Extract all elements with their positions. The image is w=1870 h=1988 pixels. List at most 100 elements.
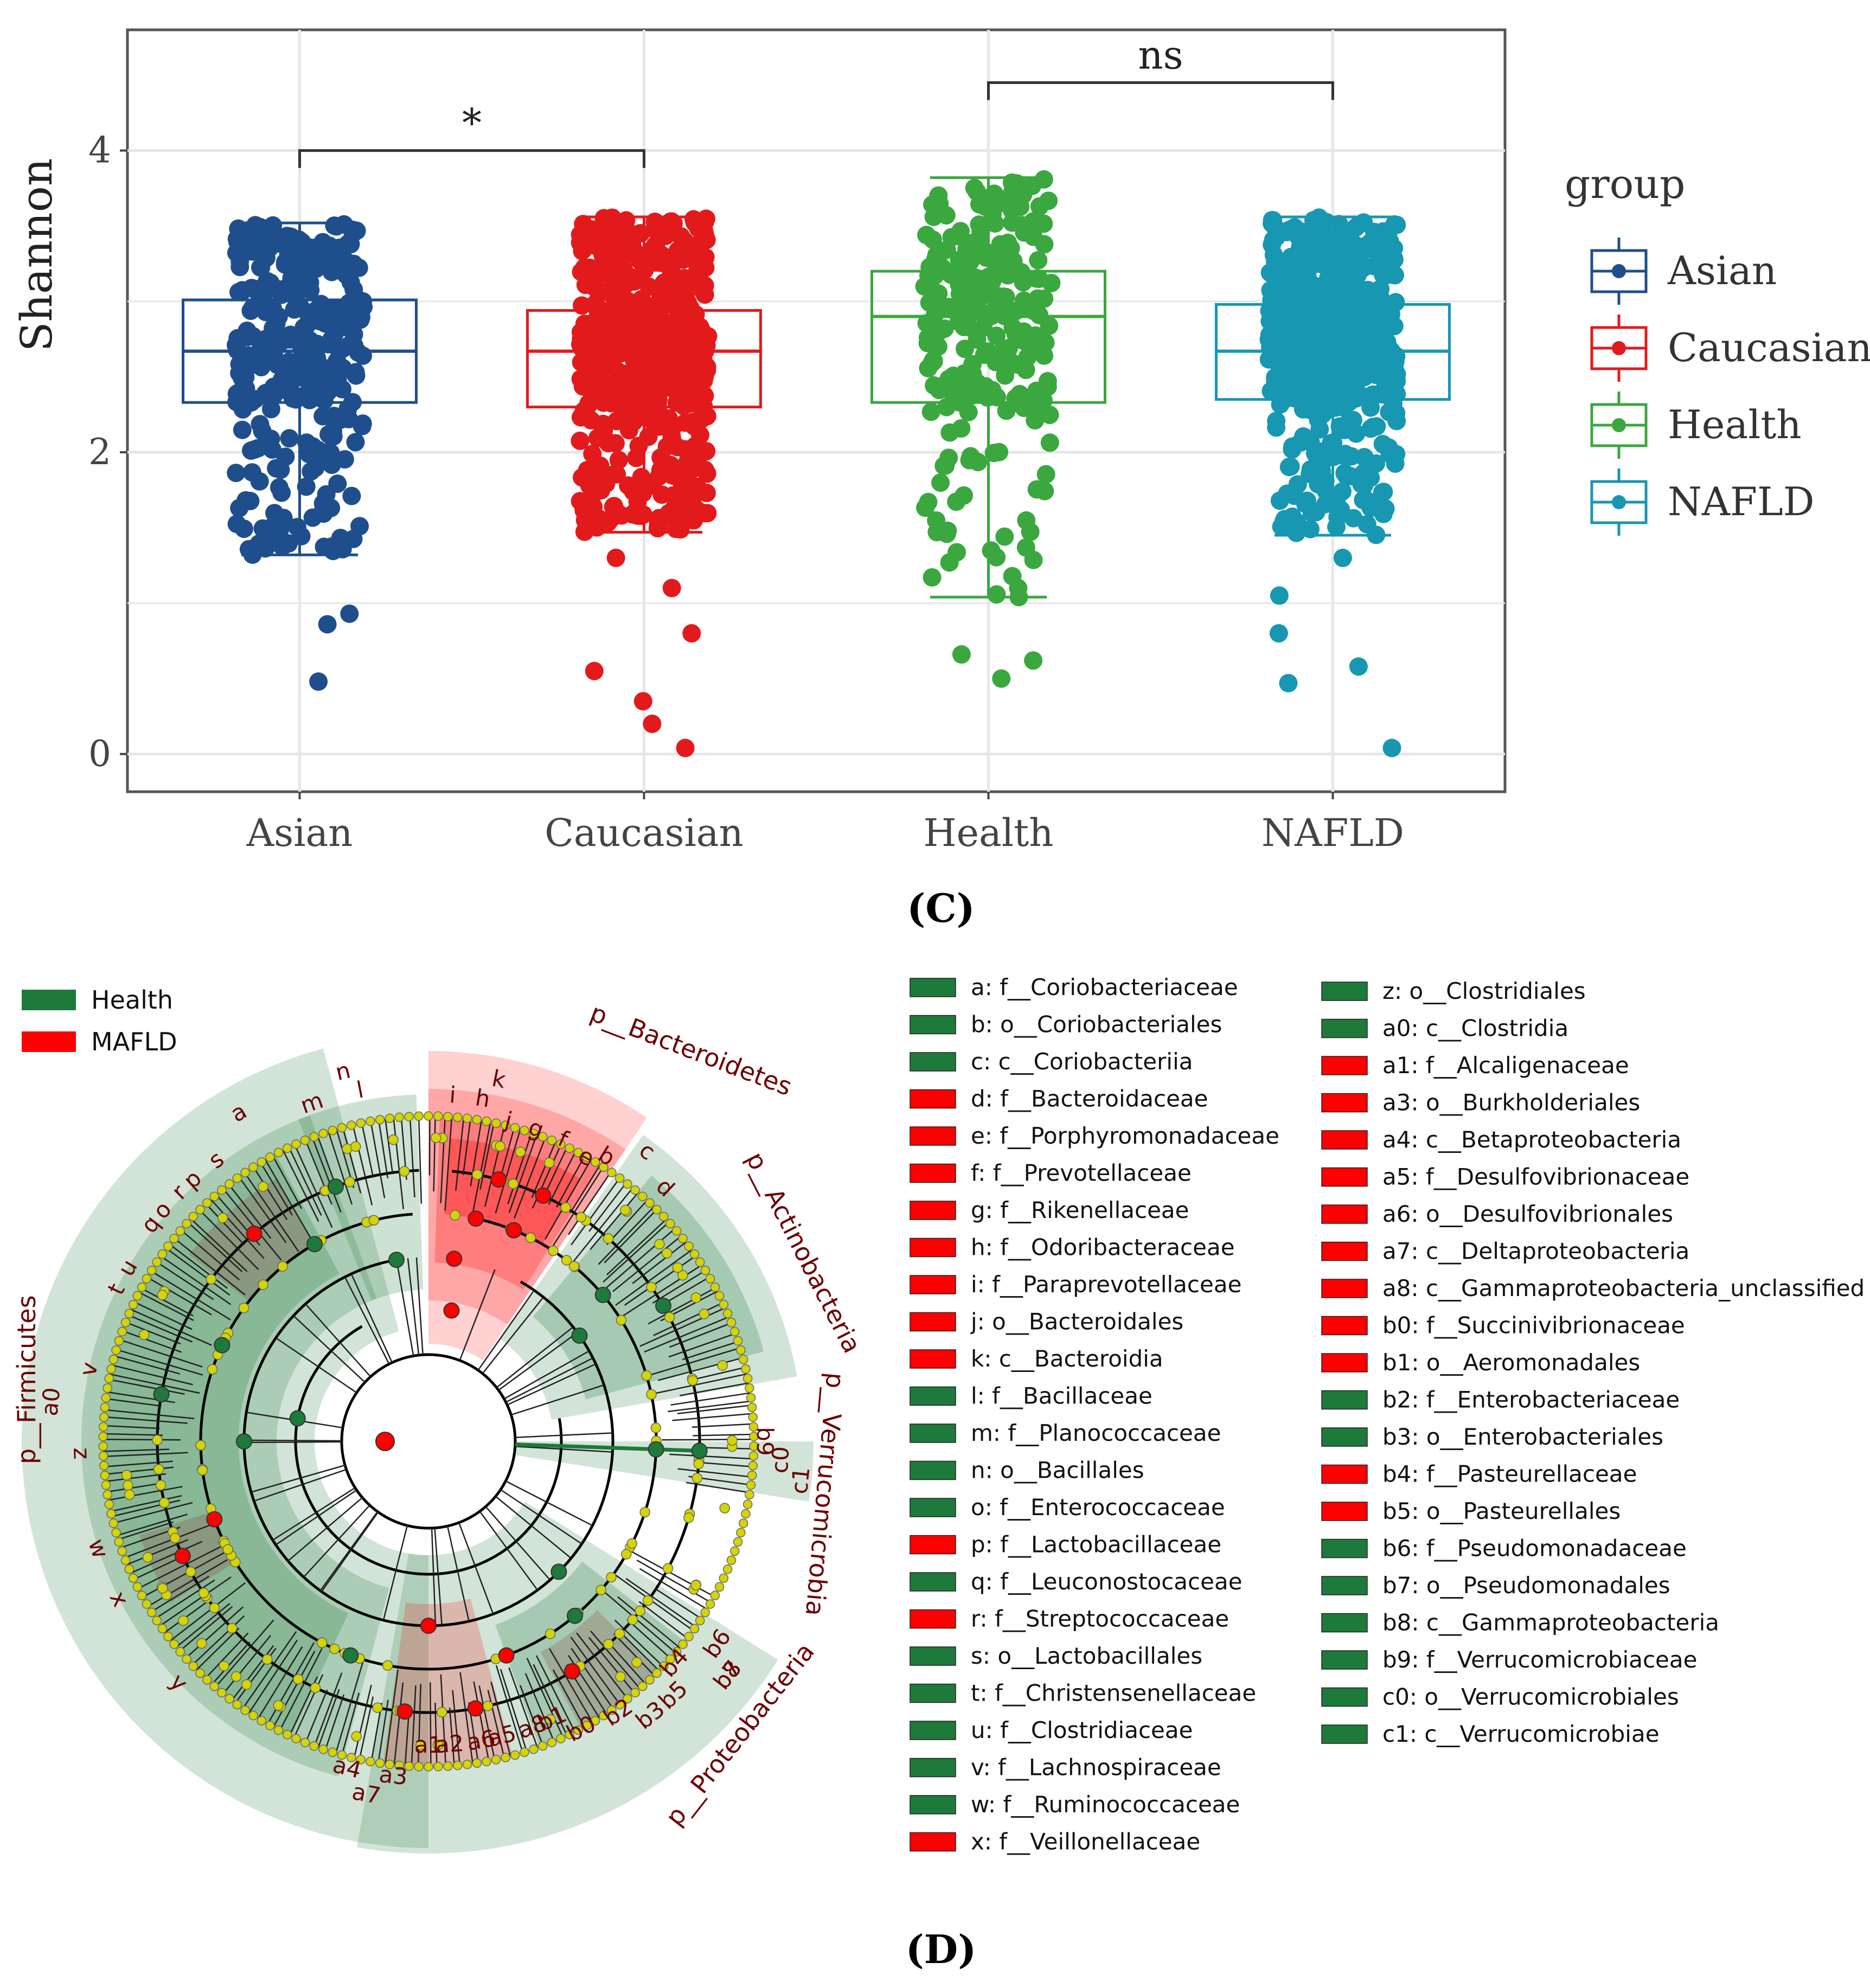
- data-point: [588, 355, 607, 374]
- significance-bracket: ns: [987, 32, 1334, 100]
- data-point: [658, 318, 677, 337]
- leaf-node: [746, 1480, 756, 1490]
- internal-node: [450, 1210, 460, 1221]
- data-point: [1297, 332, 1316, 351]
- jitter-points: [571, 208, 718, 758]
- feature-swatch: [910, 1683, 956, 1703]
- leaf-branch: [411, 1685, 417, 1767]
- health-node: [342, 1647, 359, 1664]
- leaf-branch: [520, 1685, 544, 1747]
- feature-row: g: f__Rikenellaceae: [910, 1197, 1189, 1223]
- leaf-branch: [377, 1700, 389, 1763]
- leaf-branch: [110, 1373, 200, 1394]
- data-point: [250, 342, 269, 361]
- leaf-branch: [176, 1603, 230, 1648]
- feature-row: b7: o__Pseudomonadales: [1321, 1572, 1670, 1599]
- internal-node: [293, 1673, 304, 1685]
- leaf-branch: [108, 1378, 185, 1395]
- data-point: [694, 282, 713, 301]
- leaf-node: [749, 1432, 759, 1441]
- feature-label: h: f__Odoribacteraceae: [971, 1234, 1235, 1261]
- legend-mafld-swatch: [22, 1031, 76, 1052]
- mafld-node: [446, 1250, 463, 1267]
- internal-node: [719, 1503, 731, 1514]
- leaf-branch: [170, 1582, 246, 1641]
- leaf-branch: [352, 1125, 373, 1205]
- data-point: [322, 314, 341, 333]
- leaf-node: [599, 1162, 609, 1172]
- feature-row: l: f__Bacillaceae: [910, 1383, 1152, 1409]
- data-point: [1029, 397, 1048, 416]
- feature-row: a4: c__Betaproteobacteria: [1321, 1126, 1681, 1153]
- feature-label: d: f__Bacteroidaceae: [971, 1086, 1208, 1112]
- leaf-branch: [222, 1634, 272, 1695]
- feature-label: s: o__Lactobacillales: [971, 1643, 1202, 1669]
- feature-label: q: f__Leuconostocaceae: [971, 1568, 1243, 1595]
- leaf-branch: [185, 1606, 244, 1659]
- data-point: [306, 458, 325, 477]
- outlier-point: [1349, 657, 1368, 676]
- leaf-branch: [134, 1301, 193, 1330]
- data-point: [619, 476, 638, 495]
- data-point: [958, 261, 977, 280]
- mafld-node: [206, 1511, 223, 1528]
- leaf-node: [248, 1710, 258, 1721]
- leaf-branch: [619, 1631, 660, 1671]
- data-point: [1264, 211, 1283, 230]
- feature-row: h: f__Odoribacteraceae: [910, 1234, 1235, 1261]
- data-point: [1354, 491, 1373, 509]
- data-point: [1023, 176, 1042, 195]
- feature-label: n: o__Bacillales: [971, 1457, 1144, 1484]
- leaf-node: [103, 1490, 112, 1500]
- inner-branch: [272, 1487, 356, 1541]
- leaf-branch: [260, 1162, 293, 1216]
- data-point: [678, 453, 697, 472]
- feature-label: o: f__Enterococcaceae: [971, 1494, 1225, 1521]
- leaf-node: [132, 1291, 143, 1301]
- feature-label: p: f__Lactobacillaceae: [971, 1531, 1221, 1558]
- leaf-node: [300, 1136, 310, 1145]
- leaf-node: [385, 1113, 395, 1124]
- feature-swatch: [910, 1237, 956, 1258]
- health-node: [648, 1441, 664, 1458]
- leaf-node: [142, 1599, 152, 1609]
- feature-row: b3: o__Enterobacteriales: [1321, 1423, 1663, 1450]
- leaf-branch: [341, 1692, 360, 1755]
- data-point: [1021, 522, 1040, 541]
- inner-branch: [495, 1496, 572, 1559]
- leaf-node: [347, 1753, 356, 1762]
- internal-node: [198, 1587, 209, 1599]
- internal-node: [642, 1595, 654, 1606]
- data-point: [1267, 418, 1286, 437]
- leaf-branch: [636, 1560, 712, 1604]
- data-point: [330, 247, 348, 266]
- leaf-branch: [324, 1694, 345, 1750]
- feature-list-left: a: f__Coriobacteriaceae b: o__Coriobacter…: [910, 974, 1279, 1855]
- data-point: [571, 335, 590, 354]
- leaf-branch: [142, 1550, 227, 1598]
- clade-letter: a1: [414, 1732, 443, 1758]
- data-point: [270, 478, 289, 497]
- feature-swatch: [910, 1832, 956, 1852]
- feature-row: k: c__Bacteroidia: [910, 1345, 1163, 1372]
- inner-branch: [498, 1332, 578, 1391]
- pasteurellales-band: [540, 1610, 659, 1729]
- data-point: [571, 408, 590, 427]
- leaf-node: [638, 1682, 648, 1691]
- data-point: [1383, 264, 1402, 283]
- data-point: [1374, 385, 1393, 404]
- data-point: [590, 381, 609, 400]
- inner-branch: [253, 1468, 347, 1502]
- data-point: [1271, 329, 1290, 348]
- leaf-branch: [215, 1619, 274, 1688]
- bacilli-clade: [298, 1094, 424, 1301]
- internal-node: [372, 1702, 383, 1713]
- leaf-branch: [317, 1689, 340, 1748]
- data-point: [272, 285, 291, 304]
- leaf-branch: [531, 1142, 556, 1198]
- leaf-node: [573, 1147, 584, 1158]
- legend-entry-nafld: NAFLD: [1590, 469, 1815, 536]
- health-node: [153, 1386, 170, 1403]
- leaf-branch: [155, 1579, 215, 1619]
- data-point: [1008, 174, 1027, 193]
